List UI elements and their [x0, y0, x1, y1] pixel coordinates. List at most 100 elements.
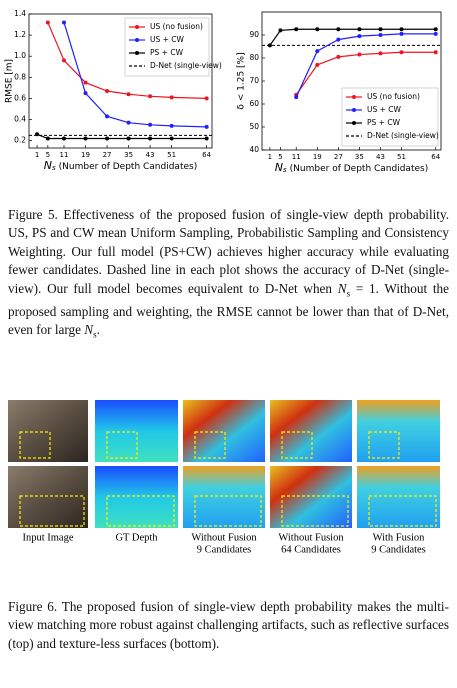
- legend: US (no fusion) US + CW PS + CW D-Net (singl…: [341, 87, 439, 147]
- caption-text: .: [96, 322, 100, 338]
- data-point: [267, 43, 272, 48]
- data-point: [83, 136, 88, 141]
- y-tick-label: 0.8: [14, 72, 26, 81]
- y-tick-label: 1.0: [14, 51, 26, 60]
- data-point: [204, 124, 209, 129]
- legend-label: PS + CW: [367, 118, 401, 127]
- data-point: [83, 80, 88, 85]
- x-axis-text: (Number of Depth Candidates): [59, 162, 198, 172]
- y-tick-label: 1.2: [14, 30, 26, 39]
- data-point: [357, 52, 362, 57]
- data-point: [148, 136, 153, 141]
- caption-text: Figure 5. Effectiveness of the proposed …: [8, 207, 449, 296]
- data-point: [378, 27, 383, 32]
- depth-map: [357, 400, 440, 462]
- plot-frame: [28, 13, 213, 149]
- input-image: [8, 400, 88, 462]
- x-tick-label: 5: [46, 151, 50, 159]
- plot-area: [262, 27, 441, 100]
- highlight-boxes: [19, 431, 437, 527]
- data-point: [83, 91, 88, 96]
- y-axis-label: RMSE [m]: [5, 59, 15, 103]
- data-point: [204, 96, 209, 101]
- data-point: [294, 27, 299, 32]
- legend-label: US + CW: [367, 105, 402, 114]
- legend: US (no fusion) US + CW PS + CW D-Net (singl…: [124, 17, 222, 77]
- legend-marker: [135, 51, 139, 55]
- data-point: [45, 20, 50, 25]
- x-tick-label: 27: [103, 151, 112, 159]
- y-tick-label: 70: [249, 76, 259, 85]
- depth-map: [183, 400, 265, 462]
- depth-map: [357, 466, 440, 528]
- x-tick-label: 11: [292, 153, 301, 161]
- legend-label: US + CW: [150, 35, 185, 44]
- x-tick-label: 64: [202, 151, 211, 159]
- image-label: 9 Candidates: [371, 544, 426, 555]
- x-axis-label: Ns (Number of Depth Candidates): [275, 161, 428, 174]
- y-tick-label: 80: [249, 53, 259, 62]
- data-point: [61, 136, 66, 141]
- data-point: [294, 95, 299, 100]
- y-tick-label: 0.4: [14, 115, 26, 124]
- y-tick-label: 0.6: [14, 93, 26, 102]
- x-axis-symbol: N: [275, 161, 283, 174]
- legend-label: US (no fusion): [367, 92, 420, 101]
- math-subscript: s: [346, 288, 351, 299]
- data-point: [45, 136, 50, 141]
- data-point: [169, 95, 174, 100]
- x-tick-label: 27: [334, 153, 343, 161]
- image-label: GT Depth: [115, 532, 158, 543]
- gt-depth: [95, 400, 178, 462]
- x-tick-label: 51: [167, 151, 176, 159]
- data-point: [105, 114, 110, 119]
- data-point: [126, 92, 131, 97]
- x-tick-label: 43: [376, 153, 385, 161]
- data-point: [433, 31, 438, 36]
- x-axis-label: Ns (Number of Depth Candidates): [44, 159, 197, 172]
- x-axis-subscript: s: [283, 166, 287, 174]
- data-point: [336, 37, 341, 42]
- data-point: [399, 27, 404, 32]
- image-label: Input Image: [22, 532, 73, 543]
- y-tick-label: 0.2: [14, 136, 26, 145]
- x-tick-label: 5: [278, 153, 282, 161]
- data-point: [378, 33, 383, 37]
- plot-area: [29, 20, 212, 141]
- data-point: [35, 132, 40, 137]
- legend-marker: [352, 95, 356, 99]
- data-point: [399, 50, 404, 55]
- image-label: Without Fusion: [191, 532, 257, 543]
- data-point: [61, 58, 66, 63]
- legend-label: PS + CW: [150, 48, 184, 57]
- x-tick-label: 19: [313, 153, 322, 161]
- caption-text: = 1. Without the proposed sampling and w…: [8, 280, 449, 338]
- gt-depth: [95, 466, 178, 528]
- data-point: [148, 94, 153, 99]
- depth-map: [183, 466, 265, 528]
- data-point: [357, 34, 362, 39]
- x-tick-label: 43: [146, 151, 155, 159]
- data-point: [105, 89, 110, 94]
- data-point: [399, 31, 404, 36]
- data-point: [315, 27, 320, 32]
- data-point: [61, 20, 66, 25]
- legend-label: US (no fusion): [150, 22, 203, 31]
- math-symbol: N: [84, 322, 94, 338]
- image-label: 9 Candidates: [197, 544, 252, 555]
- x-tick-label: 19: [81, 151, 90, 159]
- data-point: [433, 50, 438, 55]
- y-tick-label: 90: [249, 30, 259, 39]
- x-tick-label: 51: [397, 153, 406, 161]
- x-tick-label: 35: [124, 151, 133, 159]
- series-line: [47, 22, 207, 100]
- x-tick-label: 35: [355, 153, 364, 161]
- image-grid: [8, 400, 440, 528]
- y-axis-label: δ < 1.25 [%]: [237, 52, 247, 109]
- data-point: [378, 51, 383, 56]
- data-point: [204, 136, 209, 141]
- data-point: [169, 123, 174, 128]
- data-point: [315, 49, 320, 54]
